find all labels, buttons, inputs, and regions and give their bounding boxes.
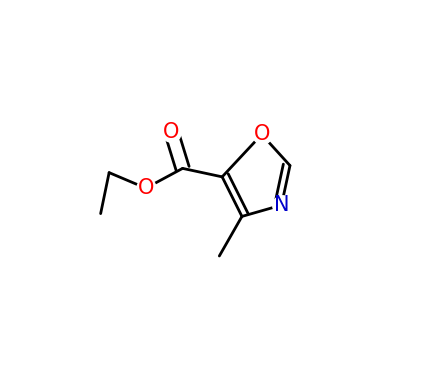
Text: N: N <box>273 195 289 215</box>
Text: O: O <box>253 124 269 145</box>
Text: O: O <box>138 178 154 198</box>
Text: O: O <box>163 121 179 142</box>
